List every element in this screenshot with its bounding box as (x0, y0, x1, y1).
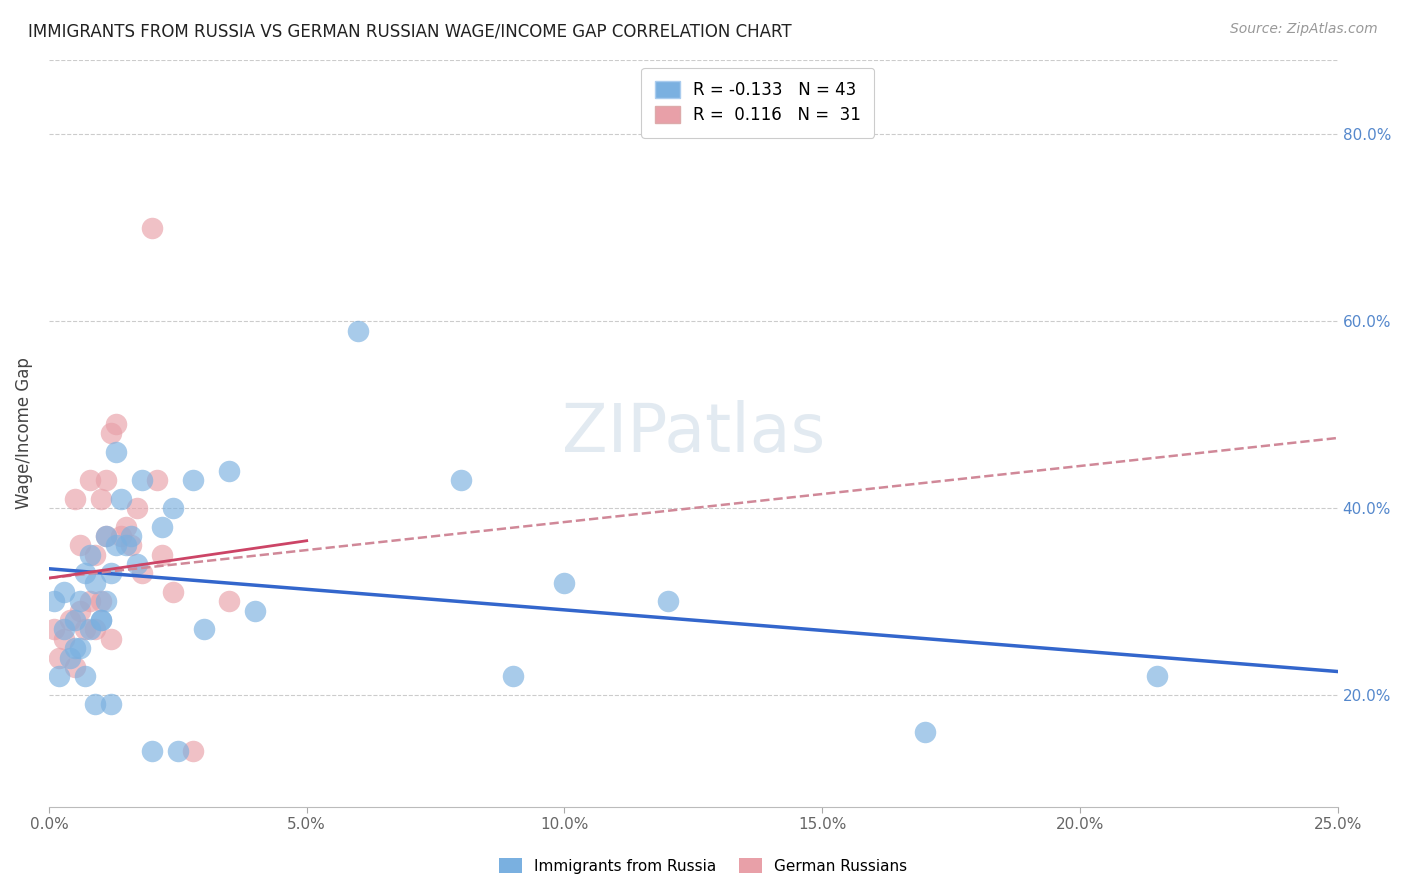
Point (162, 585, 184, 599)
Text: IMMIGRANTS FROM RUSSIA VS GERMAN RUSSIAN WAGE/INCOME GAP CORRELATION CHART: IMMIGRANTS FROM RUSSIA VS GERMAN RUSSIAN… (28, 22, 792, 40)
Point (110, 491, 132, 506)
Y-axis label: Wage/Income Gap: Wage/Income Gap (15, 358, 32, 509)
Point (115, 538, 138, 552)
Point (63, 491, 86, 506)
Point (110, 529, 132, 543)
Point (69, 538, 91, 552)
Point (63, 641, 86, 656)
Point (53, 585, 76, 599)
Point (100, 566, 122, 581)
Point (53, 632, 76, 646)
Point (502, 669, 524, 683)
Point (104, 445, 127, 459)
Point (120, 538, 142, 552)
Legend: R = -0.133   N = 43, R =  0.116   N =  31: R = -0.133 N = 43, R = 0.116 N = 31 (641, 68, 875, 137)
Point (146, 473, 169, 487)
Point (141, 220, 163, 235)
Point (1146, 669, 1168, 683)
Point (94, 529, 117, 543)
Point (125, 501, 148, 516)
Point (84, 697, 107, 711)
Point (131, 566, 153, 581)
Point (89, 613, 111, 627)
Point (48, 669, 70, 683)
Point (94, 529, 117, 543)
Point (94, 594, 117, 608)
Point (89, 594, 111, 608)
Point (89, 491, 111, 506)
Point (193, 623, 215, 637)
Point (42, 594, 65, 608)
Point (89, 613, 111, 627)
Text: ZIPatlas: ZIPatlas (561, 401, 825, 467)
Point (42, 623, 65, 637)
Point (181, 744, 204, 758)
Point (347, 324, 370, 338)
Point (104, 417, 127, 431)
Point (115, 519, 138, 533)
Point (63, 613, 86, 627)
Point (58, 650, 80, 665)
Point (69, 594, 91, 608)
Point (100, 632, 122, 646)
Point (100, 426, 122, 441)
Point (79, 473, 101, 487)
Text: Source: ZipAtlas.com: Source: ZipAtlas.com (1230, 22, 1378, 37)
Legend: Immigrants from Russia, German Russians: Immigrants from Russia, German Russians (492, 852, 914, 880)
Point (69, 604, 91, 618)
Point (84, 548, 107, 562)
Point (181, 473, 204, 487)
Point (914, 725, 936, 739)
Point (69, 641, 91, 656)
Point (73, 669, 96, 683)
Point (48, 650, 70, 665)
Point (150, 548, 173, 562)
Point (218, 464, 240, 478)
Point (657, 594, 679, 608)
Point (166, 744, 188, 758)
Point (84, 623, 107, 637)
Point (141, 744, 163, 758)
Point (79, 548, 101, 562)
Point (73, 566, 96, 581)
Point (553, 575, 575, 590)
Point (125, 557, 148, 571)
Point (79, 623, 101, 637)
Point (131, 473, 153, 487)
Point (218, 594, 240, 608)
Point (79, 594, 101, 608)
Point (100, 697, 122, 711)
Point (450, 473, 472, 487)
Point (162, 501, 184, 516)
Point (84, 575, 107, 590)
Point (243, 604, 266, 618)
Point (94, 473, 117, 487)
Point (104, 538, 127, 552)
Point (73, 623, 96, 637)
Point (53, 623, 76, 637)
Point (58, 613, 80, 627)
Point (150, 519, 173, 533)
Point (120, 529, 142, 543)
Point (63, 660, 86, 674)
